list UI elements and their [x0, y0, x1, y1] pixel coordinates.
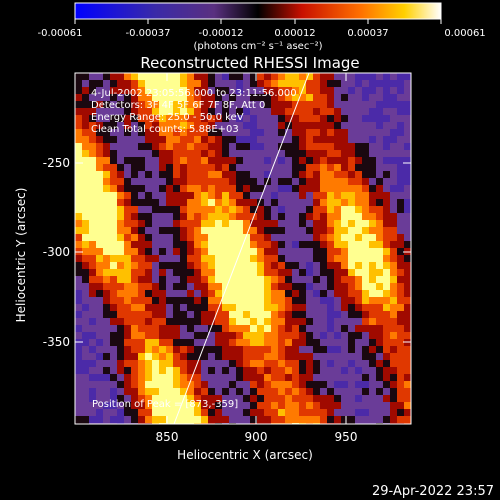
- colorbar-tick-label: 0.00037: [347, 28, 388, 39]
- x-tick-label: 950: [335, 430, 358, 444]
- colorbar-tick-marks: [74, 19, 442, 24]
- x-tick-label: 850: [156, 430, 179, 444]
- limb-line: [173, 73, 310, 424]
- colorbar-tick-label: -0.00012: [199, 28, 244, 39]
- x-axis-label: Heliocentric X (arcsec): [177, 448, 313, 462]
- info-time-range: 4-Jul-2002 23:05:56.000 to 23:11:56.000: [91, 88, 297, 99]
- plot-title: Reconstructed RHESSI Image: [140, 54, 359, 72]
- render-timestamp: 29-Apr-2022 23:57: [372, 484, 494, 499]
- axis-ticks: [75, 73, 411, 424]
- info-clean-counts: Clean Total counts: 5.88E+03: [91, 124, 239, 135]
- colorbar-units-label: (photons cm⁻² s⁻¹ asec⁻²): [193, 41, 322, 52]
- colorbar-tick-label: -0.00037: [126, 28, 171, 39]
- y-axis-label: Heliocentric Y (arcsec): [14, 188, 28, 323]
- rhessi-image: [75, 73, 411, 424]
- image-pixels: [75, 73, 411, 424]
- info-detectors: Detectors: 3F 4F 5F 6F 7F 8F, Att 0: [91, 100, 265, 111]
- colorbar-tick-label: 0.00061: [444, 28, 485, 39]
- observation-info: 4-Jul-2002 23:05:56.000 to 23:11:56.000 …: [91, 88, 297, 135]
- plot-frame: [74, 72, 412, 425]
- colorbar: -0.00061 -0.00037 -0.00012 0.00012 0.000…: [38, 2, 486, 52]
- y-tick-label: -300: [43, 245, 70, 259]
- peak-position-label: Position of Peak = [873,-359]: [92, 399, 238, 410]
- colorbar-tick-label: -0.00061: [38, 28, 83, 39]
- colorbar-gradient: [74, 2, 442, 20]
- y-tick-label: -350: [43, 335, 70, 349]
- colorbar-tick-label: 0.00012: [274, 28, 315, 39]
- x-tick-label: 900: [245, 430, 268, 444]
- y-tick-label: -250: [43, 156, 70, 170]
- info-energy-range: Energy Range: 25.0 - 50.0 keV: [91, 112, 244, 123]
